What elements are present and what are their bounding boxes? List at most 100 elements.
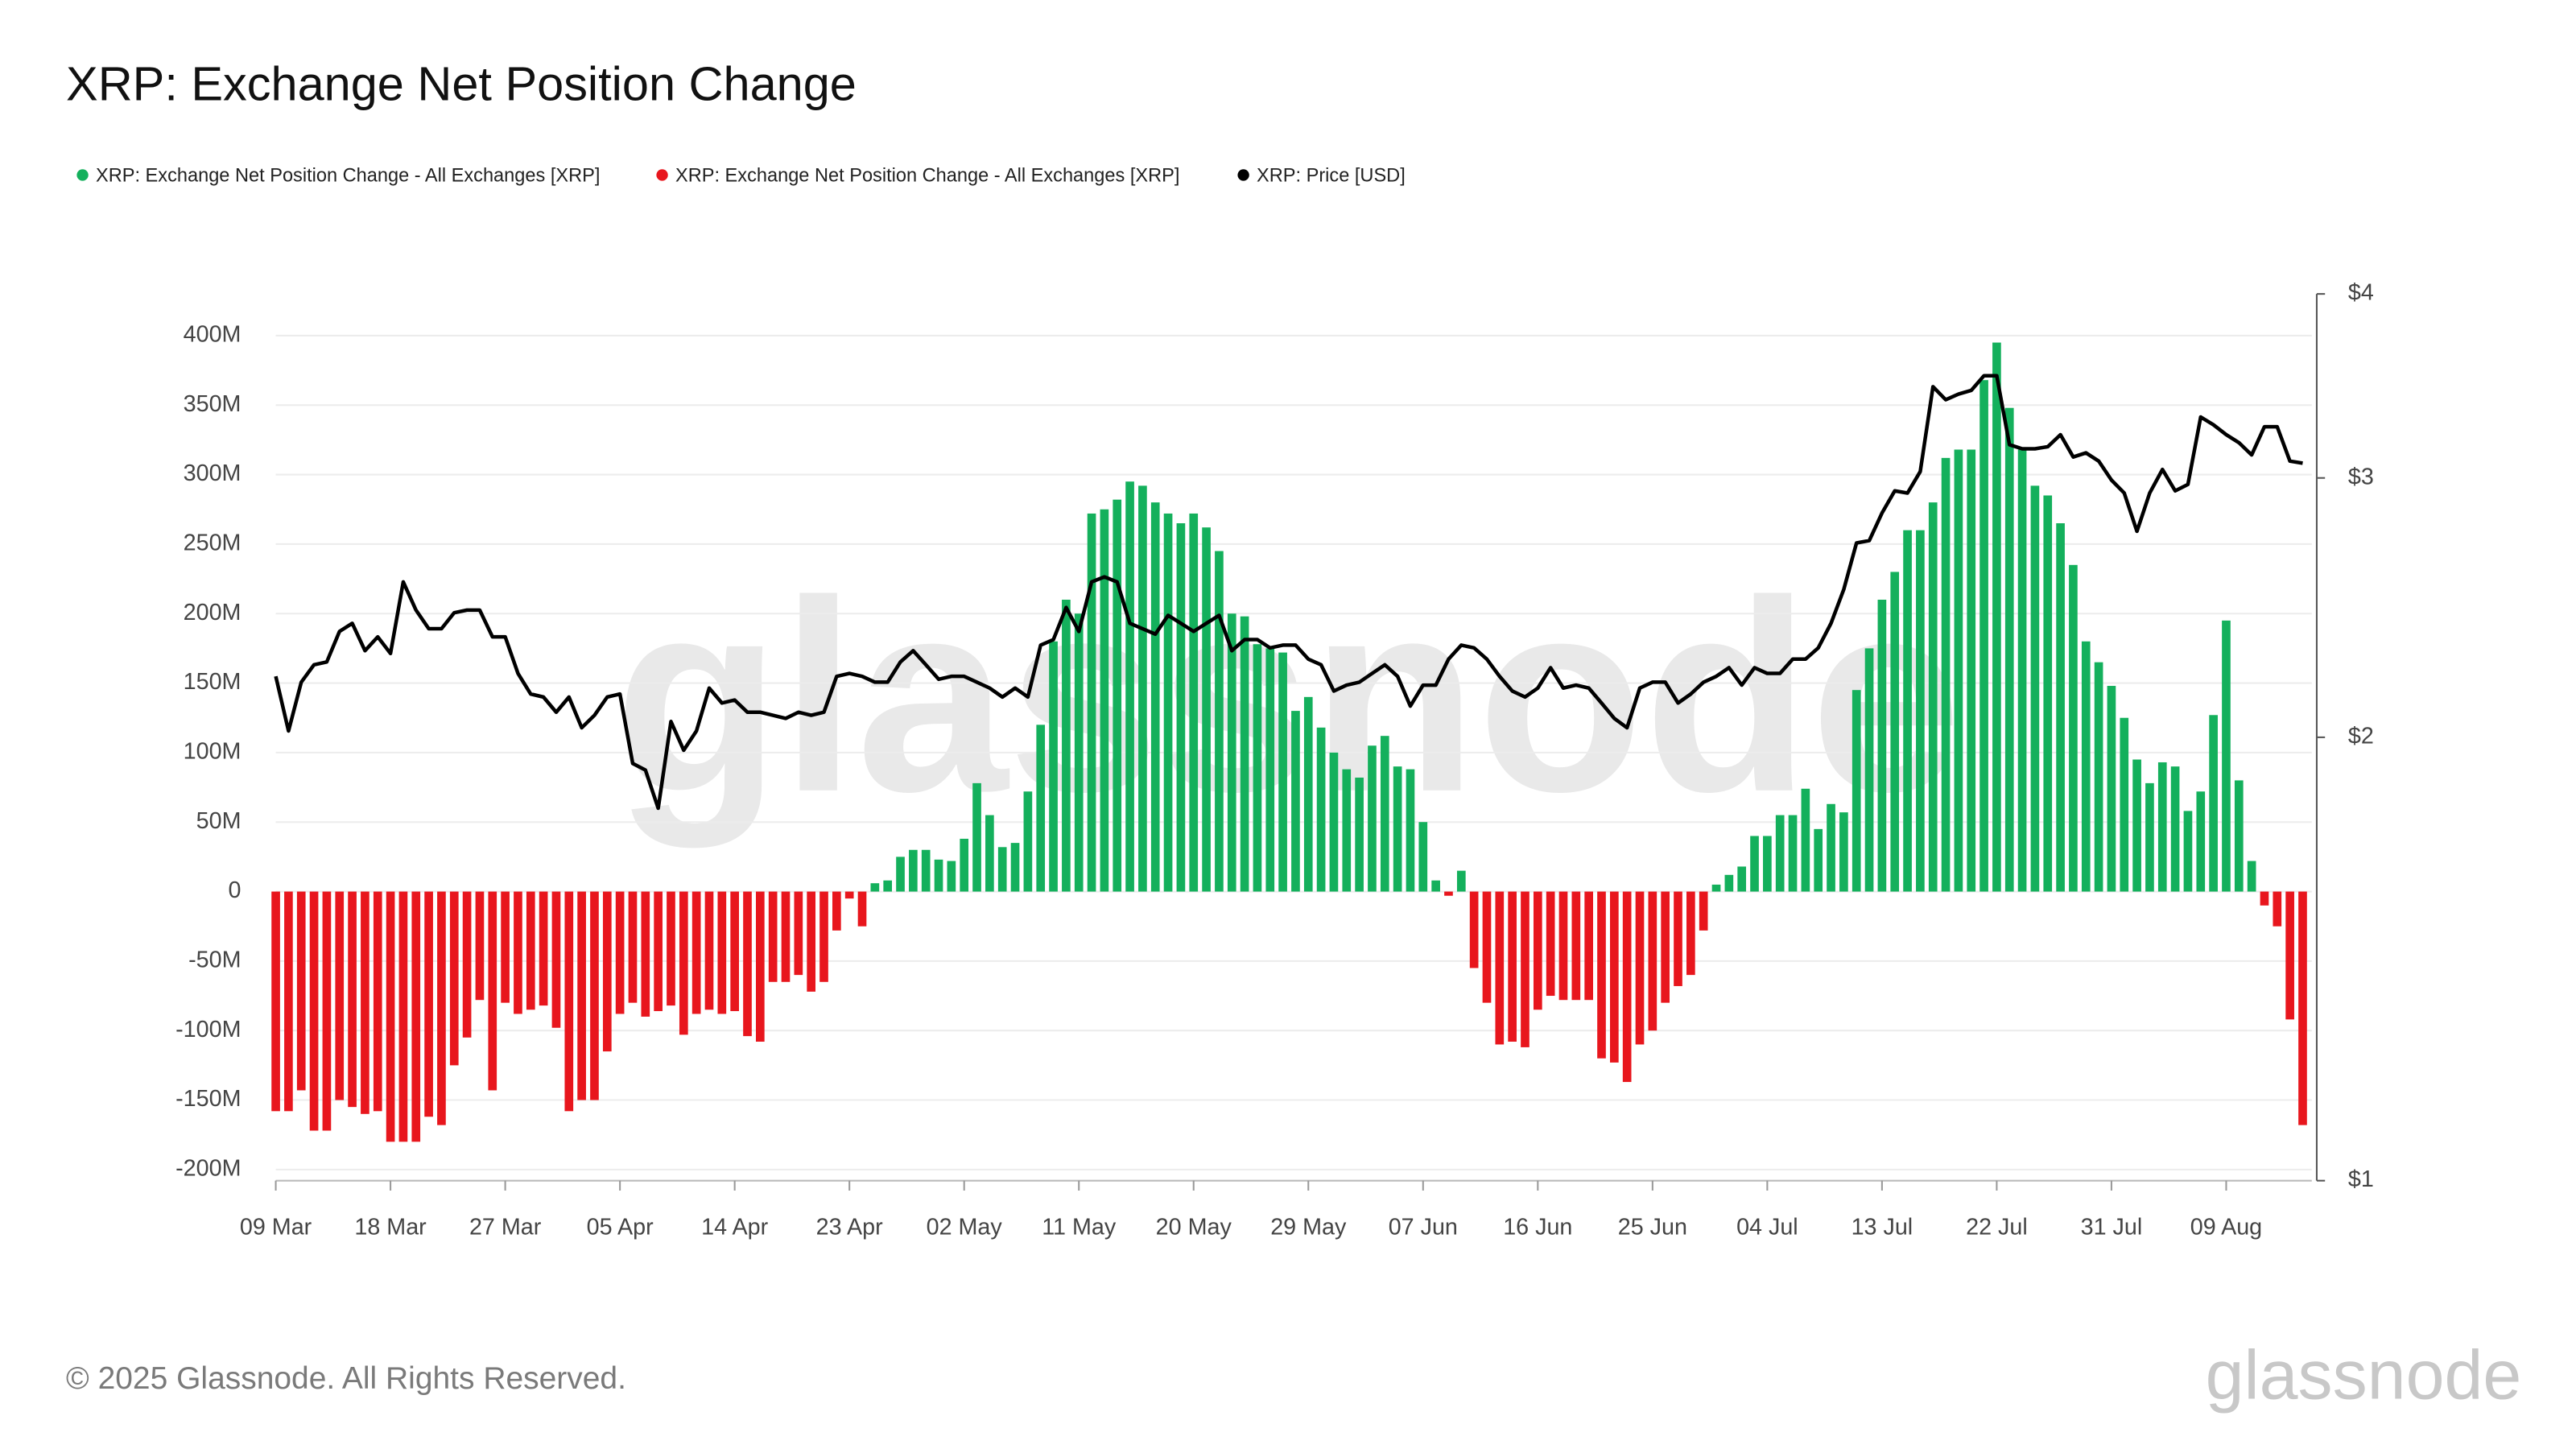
bar: [373, 891, 382, 1112]
bar: [1916, 530, 1925, 892]
x-tick-label: 07 Jun: [1389, 1215, 1458, 1241]
bar: [1113, 499, 1122, 892]
bar: [1087, 513, 1096, 892]
bar: [2273, 891, 2282, 927]
legend-label: XRP: Exchange Net Position Change - All …: [675, 165, 1179, 186]
x-tick-label: 11 May: [1042, 1215, 1117, 1241]
bar: [1291, 711, 1300, 892]
bar: [514, 891, 522, 1014]
bar: [628, 891, 638, 1003]
watermark: glassnode: [614, 544, 1962, 850]
bar: [1967, 449, 1976, 892]
bar: [1571, 891, 1581, 1001]
bar: [717, 891, 727, 1014]
price-line: [274, 374, 2303, 811]
bar: [1852, 690, 1861, 892]
bar: [1393, 766, 1402, 892]
bar: [2056, 523, 2065, 892]
bar: [1610, 891, 1619, 1063]
bar: [2043, 495, 2053, 892]
bar: [1253, 644, 1262, 892]
bar: [322, 891, 332, 1131]
x-tick-label: 09 Aug: [2190, 1215, 2262, 1241]
bar: [488, 891, 497, 1091]
bar: [1202, 527, 1211, 892]
bar: [1380, 736, 1389, 892]
bar: [2145, 782, 2154, 892]
bar: [1941, 457, 1951, 892]
bar: [1138, 485, 1147, 892]
bar: [1062, 599, 1071, 892]
bar: [602, 891, 612, 1052]
bar: [667, 891, 675, 1006]
bar: [1827, 803, 1835, 892]
bar: [1954, 449, 1963, 892]
bar: [1189, 513, 1199, 892]
bar: [361, 891, 369, 1114]
bar: [654, 891, 663, 1012]
bar: [1584, 891, 1593, 1001]
bar: [2107, 686, 2116, 892]
bar: [475, 891, 485, 1001]
bar: [411, 891, 421, 1142]
legend-marker: [1237, 169, 1249, 181]
bar: [2298, 891, 2307, 1125]
bar: [947, 861, 956, 892]
bar: [972, 782, 981, 892]
bar: [1521, 891, 1530, 1047]
y2-tick-label: $2: [2348, 723, 2374, 749]
bar: [883, 880, 893, 892]
bar: [424, 891, 433, 1117]
bar: [1368, 745, 1377, 892]
bar: [1176, 523, 1186, 892]
bar: [960, 838, 969, 892]
x-tick-label: 29 May: [1270, 1215, 1347, 1241]
bar: [296, 891, 306, 1091]
x-tick-label: 31 Jul: [2081, 1215, 2143, 1241]
bar: [615, 891, 625, 1014]
bar: [1992, 342, 2001, 892]
bar: [1864, 648, 1874, 892]
x-tick-label: 02 May: [927, 1215, 1003, 1241]
bar: [1508, 891, 1517, 1042]
bar: [909, 849, 918, 892]
bar: [501, 891, 510, 1003]
bar: [1674, 891, 1682, 986]
bar: [1737, 866, 1747, 892]
bar: [2247, 861, 2256, 892]
bar: [704, 891, 714, 1010]
y-tick-label: 300M: [184, 460, 242, 486]
bar: [1558, 891, 1568, 1001]
bar: [1482, 891, 1492, 1003]
bar: [1979, 380, 1988, 892]
bar: [284, 891, 293, 1112]
y2-tick-label: $3: [2348, 464, 2374, 489]
bar: [2069, 564, 2078, 892]
bar: [1814, 828, 1823, 892]
bar: [730, 891, 739, 1012]
bar: [539, 891, 548, 1006]
bar: [1495, 891, 1505, 1045]
bar: [1635, 891, 1645, 1045]
bar: [386, 891, 395, 1142]
bar: [1648, 891, 1657, 1031]
bar: [857, 891, 867, 927]
bar: [755, 891, 765, 1042]
y-tick-label: -200M: [175, 1155, 241, 1181]
y-tick-label: 50M: [196, 808, 242, 834]
chart-title: XRP: Exchange Net Position Change: [66, 56, 857, 110]
bar: [449, 891, 459, 1066]
y-tick-label: -150M: [175, 1086, 241, 1112]
bar: [577, 891, 586, 1100]
legend-label: XRP: Exchange Net Position Change - All …: [96, 165, 600, 186]
bar: [1036, 724, 1046, 892]
x-tick-label: 22 Jul: [1966, 1215, 2028, 1241]
bar: [807, 891, 816, 992]
y-tick-label: 200M: [184, 600, 242, 625]
bar: [1355, 777, 1364, 892]
bar: [1788, 815, 1798, 892]
y-tick-label: 0: [229, 877, 242, 903]
bar: [1877, 599, 1887, 892]
bar: [1342, 769, 1352, 892]
